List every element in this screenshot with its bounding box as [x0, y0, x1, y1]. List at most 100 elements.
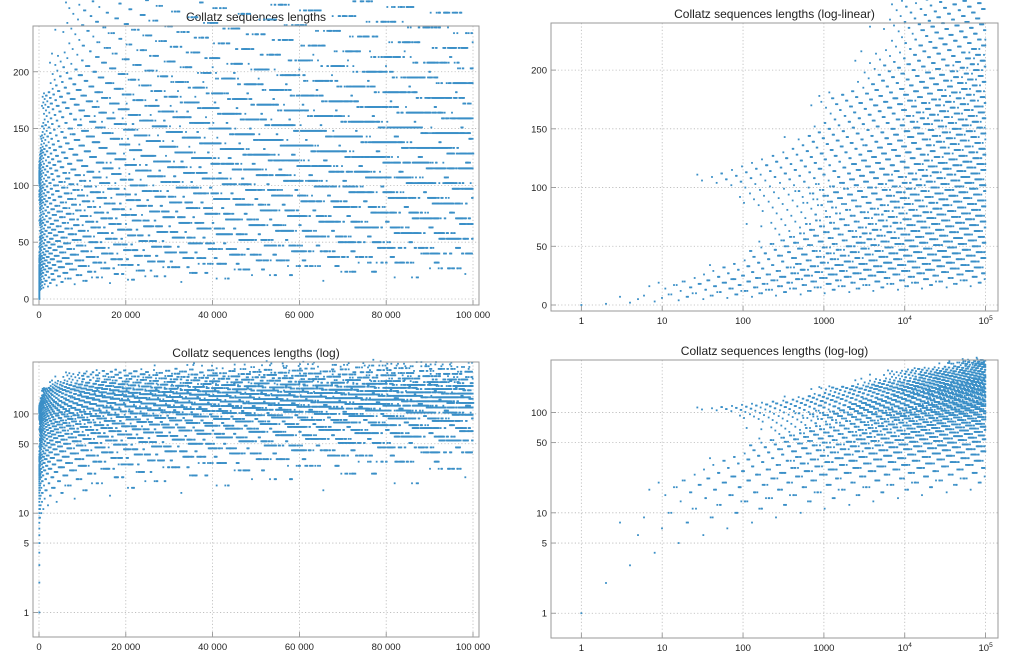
- data-point: [57, 190, 60, 192]
- data-point: [259, 253, 262, 256]
- data-point: [143, 184, 146, 187]
- data-point: [41, 204, 43, 207]
- data-point: [147, 219, 150, 222]
- data-point: [89, 215, 92, 217]
- data-point: [187, 16, 190, 19]
- data-point: [49, 246, 52, 249]
- data-point: [85, 100, 88, 103]
- data-point: [43, 227, 45, 230]
- data-point: [149, 260, 151, 263]
- data-point: [191, 257, 193, 259]
- data-point: [92, 241, 95, 244]
- data-point: [41, 184, 43, 187]
- data-point: [85, 129, 88, 132]
- data-point: [206, 92, 209, 95]
- data-point: [85, 279, 88, 282]
- data-point: [109, 202, 111, 205]
- data-point: [171, 140, 174, 142]
- data-point: [63, 181, 66, 183]
- data-point: [219, 142, 222, 145]
- data-point: [105, 161, 108, 164]
- data-point: [102, 191, 105, 194]
- data-point: [71, 127, 73, 130]
- data-point: [198, 51, 201, 54]
- data-point: [237, 77, 239, 80]
- data-point: [253, 162, 256, 165]
- data-point: [97, 191, 100, 194]
- data-point: [63, 236, 66, 239]
- data-point: [249, 183, 252, 186]
- data-point: [42, 266, 45, 269]
- data-point: [253, 133, 255, 136]
- data-point: [176, 95, 179, 98]
- data-point: [53, 128, 56, 131]
- data-point: [39, 250, 41, 253]
- data-point: [187, 201, 190, 204]
- data-point: [113, 223, 115, 225]
- data-point: [72, 212, 75, 215]
- data-point: [39, 241, 42, 244]
- data-point: [143, 249, 145, 252]
- data-point: [125, 243, 128, 246]
- data-point: [65, 1, 67, 4]
- data-point: [242, 148, 245, 150]
- data-point: [106, 202, 109, 205]
- data-point: [47, 270, 49, 273]
- data-point: [77, 224, 80, 227]
- data-point: [199, 166, 202, 169]
- data-point: [193, 151, 196, 154]
- data-point: [110, 82, 113, 85]
- data-point: [146, 69, 149, 72]
- data-point: [191, 236, 193, 239]
- data-point: [181, 160, 184, 163]
- data-point: [196, 16, 199, 19]
- data-point: [51, 87, 54, 90]
- data-point: [38, 175, 41, 178]
- data-point: [76, 53, 79, 56]
- data-point: [183, 31, 186, 33]
- data-point: [164, 95, 167, 98]
- data-point: [82, 24, 85, 27]
- data-point: [48, 211, 51, 214]
- data-point: [77, 18, 79, 21]
- data-point: [57, 104, 60, 107]
- data-point: [89, 206, 91, 208]
- data-point: [83, 250, 86, 253]
- data-point: [199, 242, 201, 245]
- data-point: [41, 264, 43, 266]
- data-point: [39, 200, 42, 203]
- data-point: [115, 237, 118, 240]
- data-point: [168, 245, 171, 248]
- data-point: [117, 208, 119, 211]
- data-point: [180, 281, 183, 283]
- data-point: [214, 7, 217, 10]
- data-point: [40, 173, 43, 175]
- data-point: [197, 221, 200, 224]
- data-point: [92, 0, 95, 3]
- data-point: [66, 186, 69, 189]
- data-point: [54, 264, 57, 266]
- data-point: [160, 90, 163, 92]
- data-point: [76, 259, 79, 262]
- data-point: [112, 67, 115, 70]
- data-point: [229, 157, 232, 160]
- data-point: [43, 218, 46, 221]
- data-point: [240, 162, 243, 165]
- data-point: [231, 62, 233, 65]
- data-point: [123, 23, 126, 25]
- data-point: [111, 167, 114, 170]
- data-point: [49, 217, 52, 220]
- data-point: [56, 119, 59, 122]
- data-point: [71, 262, 73, 265]
- data-point: [39, 279, 41, 282]
- data-point: [139, 119, 141, 122]
- data-point: [54, 249, 57, 252]
- data-point: [49, 132, 52, 135]
- data-point: [115, 208, 117, 211]
- data-point: [48, 111, 51, 114]
- data-point: [86, 235, 89, 238]
- data-point: [247, 92, 249, 95]
- data-point: [209, 72, 212, 74]
- data-point: [121, 58, 124, 61]
- data-point: [245, 212, 248, 215]
